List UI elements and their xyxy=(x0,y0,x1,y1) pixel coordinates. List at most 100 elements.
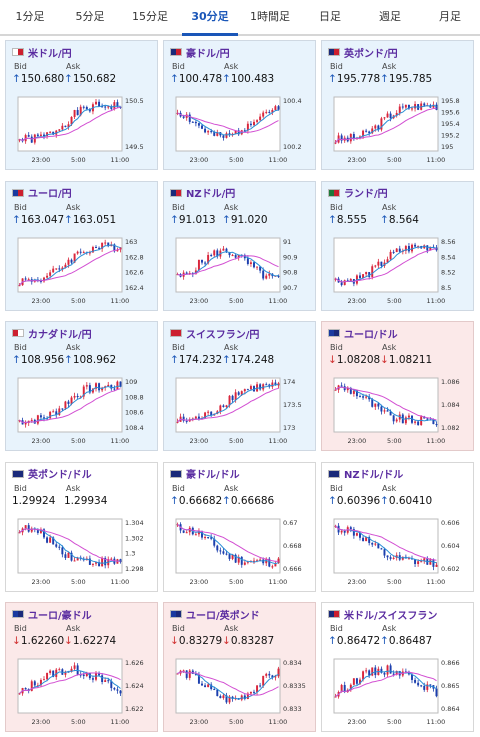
pair-name[interactable]: ユーロ/英ポンド xyxy=(186,610,260,622)
pair-name[interactable]: スイスフラン/円 xyxy=(186,329,260,341)
mini-chart[interactable]: 1.626 1.624 1.622 23:00 5:00 11:00 xyxy=(12,655,152,727)
tab-1[interactable]: 5分足 xyxy=(75,10,105,23)
rate-card-nzdjpy[interactable]: NZドル/円 Bid Ask ↑91.013 ↑91.020 91 90.9 90.8 90.7… xyxy=(163,180,316,311)
rate-card-nzdusd[interactable]: NZドル/ドル Bid Ask ↑0.60396 ↑0.60410 0.606 0.604 0… xyxy=(321,461,474,592)
pair-name[interactable]: ユーロ/ドル xyxy=(344,329,398,341)
x-tick-label: 11:00 xyxy=(269,156,288,164)
candle-body xyxy=(185,531,188,533)
candle-body xyxy=(43,417,45,419)
rate-card-usdjpy[interactable]: 米ドル/円 Bid Ask ↑150.680 ↑150.682 150.5 149.5 23:… xyxy=(5,40,158,170)
card-header: ユーロ/円 xyxy=(12,186,72,200)
rate-card-usdchf[interactable]: 米ドル/スイスフラン Bid Ask ↑0.86472 ↑0.86487 0.866 0.8… xyxy=(321,602,474,732)
pair-name[interactable]: 英ポンド/円 xyxy=(344,48,398,60)
candle-body xyxy=(395,248,398,252)
candle-body xyxy=(389,411,392,416)
rate-card-gbpjpy[interactable]: 英ポンド/円 Bid Ask ↑195.778 ↑195.785 195.8 195.6 19… xyxy=(321,40,474,170)
mini-chart[interactable]: 1.086 1.084 1.082 23:00 5:00 11:00 xyxy=(328,374,468,446)
mini-chart[interactable]: 195.8 195.6 195.4 195.2 195 23:00 5:00 11:00 xyxy=(328,93,468,165)
rate-card-eurusd[interactable]: ユーロ/ドル Bid Ask ↓1.08208 ↓1.08211 1.086 1.084 1.… xyxy=(321,321,474,451)
mini-chart[interactable]: 0.67 0.668 0.666 23:00 5:00 11:00 xyxy=(170,515,310,587)
candle-body xyxy=(210,411,213,416)
candle-body xyxy=(225,695,228,703)
tab-4[interactable]: 1時間足 xyxy=(250,10,290,23)
tab-7[interactable]: 月足 xyxy=(439,10,461,23)
candle-body xyxy=(55,543,58,547)
candle-body xyxy=(73,395,76,398)
rate-card-eurgbp[interactable]: ユーロ/英ポンド Bid Ask ↓0.83279 ↓0.83287 0.834 0.833… xyxy=(163,602,316,732)
candle-body xyxy=(271,382,274,387)
arrow-up-icon: ↑ xyxy=(170,494,179,507)
candle-body xyxy=(429,558,432,565)
pair-name[interactable]: カナダドル/円 xyxy=(28,329,92,341)
candle-body xyxy=(414,679,417,683)
candle-body xyxy=(64,401,67,409)
mini-chart[interactable]: 174 173.5 173 23:00 5:00 11:00 xyxy=(170,374,310,446)
candle-body xyxy=(352,528,355,536)
candle-body xyxy=(204,685,207,688)
rate-card-cadjpy[interactable]: カナダドル/円 Bid Ask ↑108.956 ↑108.962 109 108.8 108… xyxy=(5,321,158,451)
arrow-up-icon: ↑ xyxy=(328,213,337,226)
rate-card-zarjpy[interactable]: ランド/円 Bid Ask ↑8.555 ↑8.564 8.56 8.54 8.52 8.5 23… xyxy=(321,180,474,311)
tab-0[interactable]: 1分足 xyxy=(15,10,45,23)
x-tick-label: 11:00 xyxy=(111,437,130,445)
pair-name[interactable]: ユーロ/円 xyxy=(28,189,72,200)
mini-chart[interactable]: 150.5 149.5 23:00 5:00 11:00 xyxy=(12,93,152,165)
rate-card-audjpy[interactable]: 豪ドル/円 Bid Ask ↑100.478 ↑100.483 100.4 100.2 23:… xyxy=(163,40,316,170)
mini-chart[interactable]: 163 162.8 162.6 162.4 23:00 5:00 11:00 xyxy=(12,234,152,306)
bid-value: ↑163.047 xyxy=(12,213,65,226)
mini-chart[interactable]: 0.606 0.604 0.602 23:00 5:00 11:00 xyxy=(328,515,468,587)
candle-body xyxy=(91,246,94,252)
rate-card-euraud[interactable]: ユーロ/豪ドル Bid Ask ↓1.62260 ↓1.62274 1.626 1.624 1… xyxy=(5,602,158,732)
ma-short-line xyxy=(19,243,121,286)
mini-chart[interactable]: 109 108.8 108.6 108.4 23:00 5:00 11:00 xyxy=(12,374,152,446)
pair-name[interactable]: NZドル/円 xyxy=(186,189,236,200)
candle-body xyxy=(85,107,88,110)
candle-body xyxy=(259,384,262,390)
candle-body xyxy=(73,559,76,561)
tab-2[interactable]: 15分足 xyxy=(132,10,168,23)
pair-name[interactable]: 米ドル/円 xyxy=(28,48,72,60)
candle-body xyxy=(73,110,76,117)
x-tick-label: 5:00 xyxy=(387,718,402,726)
candle-body xyxy=(231,133,234,135)
mini-chart[interactable]: 8.56 8.54 8.52 8.5 23:00 5:00 11:00 xyxy=(328,234,468,306)
candle-body xyxy=(70,259,73,263)
rate-card-eurjpy[interactable]: ユーロ/円 Bid Ask ↑163.047 ↑163.051 163 162.8 162.6… xyxy=(5,180,158,311)
bid-value: ↑0.86472 xyxy=(328,635,381,647)
pair-name[interactable]: 豪ドル/ドル xyxy=(186,470,240,481)
candle-body xyxy=(392,415,395,422)
mini-chart[interactable]: 0.834 0.8335 0.833 23:00 5:00 11:00 xyxy=(170,655,310,727)
y-tick-label: 174 xyxy=(283,378,295,386)
candle-body xyxy=(39,134,42,136)
pair-name[interactable]: 豪ドル/円 xyxy=(186,48,230,60)
candle-body xyxy=(98,561,101,566)
mini-chart[interactable]: 1.304 1.302 1.3 1.298 23:00 5:00 11:00 xyxy=(12,515,152,587)
x-tick-label: 5:00 xyxy=(229,718,244,726)
candle-body xyxy=(95,383,97,389)
pair-name[interactable]: ランド/円 xyxy=(344,189,388,200)
candle-body xyxy=(429,684,432,686)
rate-card-chfjpy[interactable]: スイスフラン/円 Bid Ask ↑174.232 ↑174.248 174 173.5 17… xyxy=(163,321,316,451)
tab-6[interactable]: 週足 xyxy=(379,10,401,23)
pair-name[interactable]: NZドル/ドル xyxy=(344,470,404,481)
arrow-up-icon: ↑ xyxy=(222,213,231,226)
pair-name[interactable]: 米ドル/スイスフラン xyxy=(344,610,438,622)
rate-card-gbpusd[interactable]: 英ポンド/ドル Bid Ask 1.29924 1.29934 1.304 1.302 1.3… xyxy=(5,461,158,592)
tab-5[interactable]: 日足 xyxy=(319,10,341,23)
candle-body xyxy=(79,674,82,676)
rate-card-audusd[interactable]: 豪ドル/ドル Bid Ask ↑0.66682 ↑0.66686 0.67 0.668 0.6… xyxy=(163,461,316,592)
tab-3[interactable]: 30分足 xyxy=(180,0,240,36)
chart-svg: 195.8 195.6 195.4 195.2 195 23:00 5:00 11:00 xyxy=(333,96,460,164)
pair-name[interactable]: 英ポンド/ドル xyxy=(28,470,92,481)
x-tick-label: 23:00 xyxy=(190,578,209,586)
ask-label: Ask xyxy=(224,343,239,352)
y-tick-label: 1.082 xyxy=(441,424,460,432)
mini-chart[interactable]: 91 90.9 90.8 90.7 23:00 5:00 11:00 xyxy=(170,234,310,306)
mini-chart[interactable]: 100.4 100.2 23:00 5:00 11:00 xyxy=(170,93,310,165)
mini-chart[interactable]: 0.866 0.865 0.864 23:00 5:00 11:00 xyxy=(328,655,468,727)
candle-body xyxy=(362,396,365,398)
ask-value: ↑150.682 xyxy=(64,73,117,85)
candle-body xyxy=(76,395,79,398)
pair-name[interactable]: ユーロ/豪ドル xyxy=(28,610,92,622)
candle-body xyxy=(411,674,413,680)
